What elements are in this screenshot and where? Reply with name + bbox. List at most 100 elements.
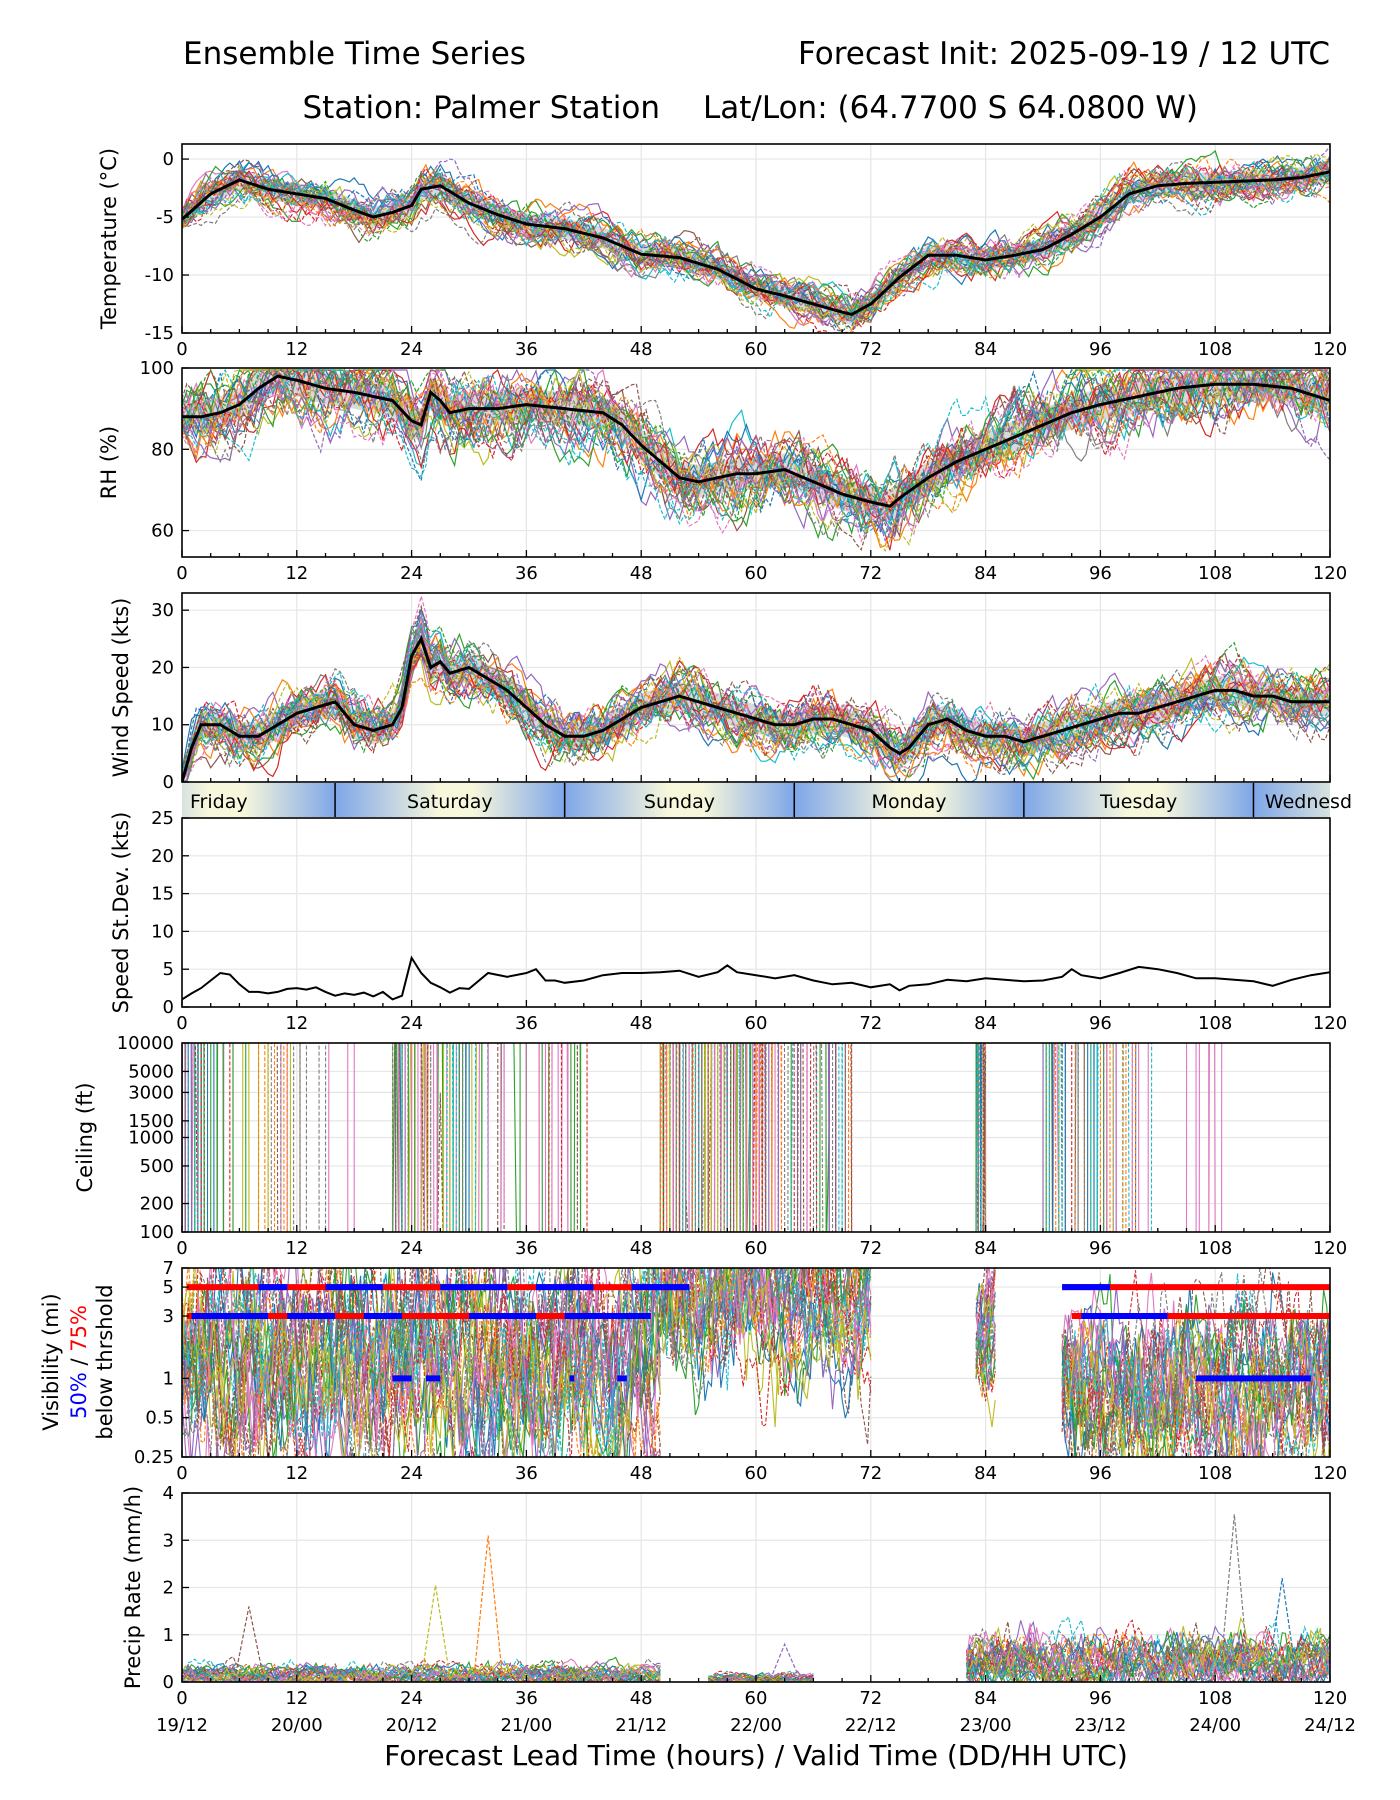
rh-xtick-label: 0 [176,563,187,584]
wind-plot [182,593,1330,782]
visibility-member-line [182,1268,661,1457]
precip-xtick-label: 120 [1313,1688,1347,1709]
speed_stdev-ytick-label: 0 [163,997,174,1018]
precip-xtick-label: 0 [176,1688,187,1709]
wind-member-line [182,629,1330,782]
speed_stdev-xtick-label: 72 [859,1013,882,1034]
visibility-ytick-label: 1 [163,1368,174,1389]
rh-xtick-label: 48 [630,563,653,584]
visibility-member-line [182,1268,661,1457]
ceiling-ytick-label: 500 [140,1156,174,1177]
precip-spike-line [473,1535,504,1680]
valid-time-label: 23/00 [960,1715,1012,1736]
valid-time-label: 24/12 [1304,1715,1356,1736]
day-cell [564,783,795,817]
precip-xtick-label: 24 [400,1688,423,1709]
rh-xtick-label: 12 [285,563,308,584]
precip-ytick-label: 2 [163,1578,174,1599]
temperature-panel: 0 12 24 36 48 60 72 84 96 108 120 0 -5 -10 -15 Temperat… [97,143,1347,360]
visibility-ytick-label: 7 [163,1258,174,1279]
rh-panel: 0 12 24 36 48 60 72 84 96 108 120 60 80 100 RH (%) [97,358,1347,584]
valid-time-label: 21/00 [500,1715,552,1736]
speed_stdev-xtick-label: 84 [974,1013,997,1034]
visibility-member-line [1061,1268,1330,1457]
temperature-member-line [182,157,1330,322]
day-cell [1253,783,1331,817]
day-band: Friday Saturday Sunday Monday Tuesday Wednesd [182,783,1352,817]
precip-member-line [182,1658,661,1682]
precip-xtick-label: 72 [859,1688,882,1709]
speed_stdev-ytick-label: 20 [151,846,174,867]
temperature-xtick-label: 108 [1198,339,1232,360]
precip-member-line [965,1638,1330,1682]
precip-member-line [182,1657,661,1682]
temperature-member-line [182,155,1330,324]
rh-mean-line [182,374,1330,508]
wind-ylabel: Wind Speed (kts) [109,598,133,778]
temperature-xtick-label: 12 [285,339,308,360]
ceiling-ytick-label: 3000 [128,1082,174,1103]
precip-spike-line [420,1585,451,1680]
rh-xtick-label: 96 [1089,563,1112,584]
precip-xtick-label: 108 [1198,1688,1232,1709]
precip-ytick-label: 3 [163,1530,174,1551]
precip-xtick-label: 84 [974,1688,997,1709]
ceiling-member-line [977,1043,986,1232]
speed_stdev-ytick-label: 10 [151,921,174,942]
wind-member-line [182,604,1330,782]
precip-member-line [182,1662,661,1682]
temperature-plot [182,145,1330,333]
wind-member-line [182,629,1330,776]
speed_stdev-xtick-label: 96 [1089,1013,1112,1034]
wind-member-line [182,610,1330,782]
valid-time-label: 24/00 [1189,1715,1241,1736]
precip-spike-line [1219,1514,1250,1680]
visibility-member-line [182,1268,660,1457]
rh-ytick-label: 60 [151,521,174,542]
precip-ytick-label: 0 [163,1672,174,1693]
speed_stdev-xtick-label: 60 [745,1013,768,1034]
ceiling-xtick-label: 108 [1198,1238,1232,1259]
temperature-ytick-label: -10 [145,265,174,286]
vis-ylabel-line1: Visibility (mi) [39,1293,63,1430]
rh-member-line [182,368,1330,543]
visibility-member-line [182,1268,661,1457]
visibility-member-line [975,1329,996,1383]
visibility-xtick-label: 108 [1198,1463,1232,1484]
vis-p50-label: 50% [67,1372,91,1419]
precip-xtick-label: 48 [630,1688,653,1709]
x-axis-label: Forecast Lead Time (hours) / Valid Time … [384,1739,1128,1772]
visibility-member-line [1061,1270,1330,1457]
wind-member-line [182,639,1330,782]
ceiling-xtick-label: 0 [176,1238,187,1259]
precip-member-line [966,1615,1330,1682]
rh-ytick-label: 100 [140,358,174,379]
visibility-xtick-label: 96 [1089,1463,1112,1484]
day-cell [794,783,1024,817]
speed_stdev-ytick-label: 25 [151,808,174,829]
station-title: Station: Palmer Station [303,90,661,126]
rh-member-line [182,368,1330,538]
visibility-member-line [975,1296,996,1374]
visibility-member-line [659,1268,872,1419]
title-right: Forecast Init: 2025-09-19 / 12 UTC [798,36,1330,72]
speed_stdev-xtick-label: 36 [515,1013,538,1034]
precip-xtick-label: 60 [745,1688,768,1709]
precip-member-line [182,1662,661,1682]
ceiling-xtick-label: 96 [1089,1238,1112,1259]
wind-panel: 0 10 20 30 Wind Speed (kts) [109,592,1331,793]
temperature-ytick-label: 0 [163,149,174,170]
day-cell [182,783,336,817]
wind-ytick-label: 20 [151,657,174,678]
visibility-plot [182,1268,1330,1457]
visibility-member-line [975,1336,996,1381]
ceiling-ytick-label: 200 [140,1194,174,1215]
precip-spike-line [1267,1577,1298,1680]
temperature-xtick-label: 24 [400,339,423,360]
precip-member-line [708,1672,814,1682]
ceiling-member-line [975,1141,979,1232]
ceiling-ytick-label: 10000 [117,1033,174,1054]
speed_stdev-plot [182,955,1330,1001]
day-label: Friday [190,791,248,813]
